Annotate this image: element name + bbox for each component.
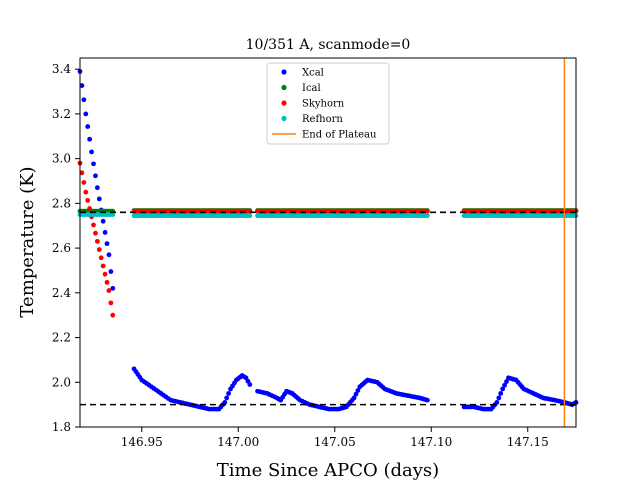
legend-label: Skyhorn (302, 99, 345, 110)
x-tick-label: 147.10 (410, 435, 452, 449)
y-tick-label: 2.4 (52, 286, 71, 300)
y-tick-label: 1.8 (52, 420, 71, 434)
data-point (81, 97, 87, 103)
chart-title: 10/351 A, scanmode=0 (246, 37, 411, 53)
data-point (500, 386, 506, 392)
data-point (79, 83, 85, 88)
data-point (85, 197, 91, 203)
legend-label: Xcal (302, 68, 324, 79)
x-tick-label: 146.95 (121, 435, 163, 449)
data-point (110, 312, 116, 318)
legend: Xcal Ical Skyhorn Refhorn End of Plateau (266, 62, 390, 145)
legend-marker (281, 115, 287, 122)
legend-box (266, 62, 390, 145)
data-point (93, 173, 98, 179)
data-point (87, 136, 93, 142)
data-point (91, 161, 96, 167)
data-point (91, 222, 96, 228)
data-point (104, 241, 110, 247)
data-point (224, 395, 230, 401)
data-point (83, 189, 89, 195)
data-point (106, 252, 112, 258)
data-point (222, 400, 228, 405)
legend-marker (281, 100, 287, 106)
y-tick-label: 2.6 (52, 241, 71, 255)
data-point (96, 196, 102, 202)
data-point (83, 111, 89, 117)
legend-marker (281, 84, 287, 91)
data-point (498, 391, 504, 396)
y-tick-label: 2.2 (52, 331, 71, 345)
data-point (100, 263, 106, 269)
data-point (110, 212, 116, 217)
data-point (96, 247, 102, 252)
data-point (355, 388, 361, 393)
data-point (351, 395, 357, 401)
data-point (94, 238, 100, 244)
data-point (108, 269, 114, 274)
y-tick-label: 3.2 (52, 107, 71, 121)
data-point (504, 379, 509, 384)
data-point (106, 288, 112, 293)
data-point (110, 285, 116, 291)
series-refhorn (77, 212, 579, 219)
data-point (424, 213, 430, 219)
data-point (85, 124, 91, 129)
x-tick-label: 147.00 (217, 435, 259, 449)
data-point (226, 391, 232, 396)
data-point (81, 180, 87, 185)
data-point (247, 213, 253, 219)
data-point (502, 382, 507, 388)
data-point (89, 149, 94, 155)
data-point (87, 206, 93, 211)
y-axis: 1.8 2.0 2.2 2.4 2.6 2.8 3.0 3.2 3.4 (52, 62, 80, 434)
y-tick-label: 3.0 (52, 152, 71, 166)
data-point (94, 185, 100, 191)
data-point (93, 230, 98, 236)
y-tick-label: 2.8 (52, 196, 71, 210)
y-tick-label: 3.4 (52, 62, 71, 76)
data-point (494, 400, 500, 405)
data-point (79, 170, 85, 176)
series-xcal (77, 69, 579, 412)
x-axis-title: Time Since APCO (days) (217, 460, 439, 480)
data-point (102, 230, 108, 235)
data-point (108, 300, 114, 306)
legend-label: Refhorn (302, 114, 343, 125)
legend-label: End of Plateau (302, 130, 377, 141)
data-point (424, 397, 430, 403)
legend-label: Ical (302, 83, 321, 94)
plot-frame (79, 57, 577, 428)
x-tick-label: 147.15 (507, 435, 549, 449)
data-point (496, 395, 502, 401)
x-axis: 146.95 147.00 147.05 147.10 147.15 (121, 427, 549, 449)
x-tick-label: 147.05 (314, 435, 356, 449)
data-point (102, 271, 108, 277)
data-point (100, 218, 106, 224)
data-point (98, 255, 104, 261)
data-point (104, 279, 110, 285)
data-point (353, 391, 359, 397)
y-axis-title: Temperature (K) (17, 166, 38, 317)
plot-area (77, 58, 579, 427)
legend-marker (281, 69, 287, 75)
series-skyhorn (77, 160, 579, 318)
data-point (424, 208, 430, 214)
y-tick-label: 2.0 (52, 375, 71, 389)
data-point (247, 382, 253, 387)
